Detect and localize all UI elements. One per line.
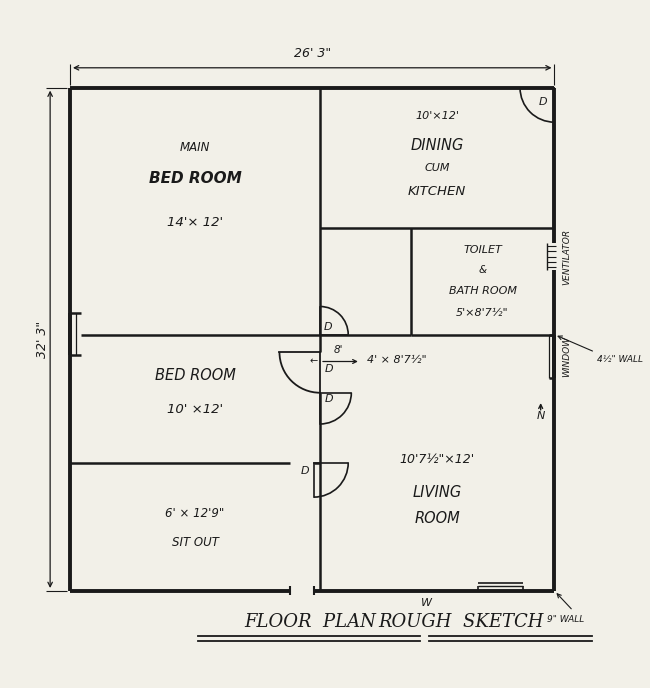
Text: TOILET: TOILET <box>463 245 502 255</box>
Text: N: N <box>536 411 545 421</box>
Text: CUM: CUM <box>424 163 450 173</box>
Text: 10'7½"×12': 10'7½"×12' <box>400 453 474 466</box>
Text: 6' × 12'9": 6' × 12'9" <box>166 508 225 521</box>
Text: D: D <box>301 466 309 477</box>
Text: D: D <box>539 96 547 107</box>
Text: 4½" WALL: 4½" WALL <box>597 354 643 364</box>
Text: MAIN: MAIN <box>180 140 211 153</box>
Text: ROOM: ROOM <box>415 511 460 526</box>
Text: FLOOR  PLAN: FLOOR PLAN <box>245 613 376 631</box>
Text: WINDOW: WINDOW <box>562 336 571 377</box>
Text: W: W <box>421 599 432 608</box>
Text: BED ROOM: BED ROOM <box>149 171 242 186</box>
Text: BATH ROOM: BATH ROOM <box>448 286 517 296</box>
Text: DINING: DINING <box>411 138 464 153</box>
Text: BED ROOM: BED ROOM <box>155 368 235 383</box>
Text: SIT OUT: SIT OUT <box>172 536 218 549</box>
Text: ←: ← <box>309 356 318 367</box>
Text: 4' × 8'7½": 4' × 8'7½" <box>367 354 426 365</box>
Text: D: D <box>325 364 333 374</box>
Text: 14'× 12': 14'× 12' <box>167 215 223 228</box>
Text: 10'×12': 10'×12' <box>415 111 459 121</box>
Text: KITCHEN: KITCHEN <box>408 185 467 198</box>
Text: 26' 3": 26' 3" <box>294 47 331 61</box>
Text: 32' 3": 32' 3" <box>36 321 49 358</box>
Text: D: D <box>323 322 332 332</box>
Text: 5'×8'7½": 5'×8'7½" <box>456 308 509 318</box>
Text: VENTILATOR: VENTILATOR <box>562 228 571 285</box>
Text: D: D <box>325 394 333 404</box>
Text: &: & <box>478 266 487 275</box>
Text: 8': 8' <box>334 345 344 355</box>
Text: ROUGH  SKETCH: ROUGH SKETCH <box>378 613 543 631</box>
Text: LIVING: LIVING <box>413 485 462 500</box>
Text: 10' ×12': 10' ×12' <box>167 403 223 416</box>
Text: 9" WALL: 9" WALL <box>547 614 584 623</box>
